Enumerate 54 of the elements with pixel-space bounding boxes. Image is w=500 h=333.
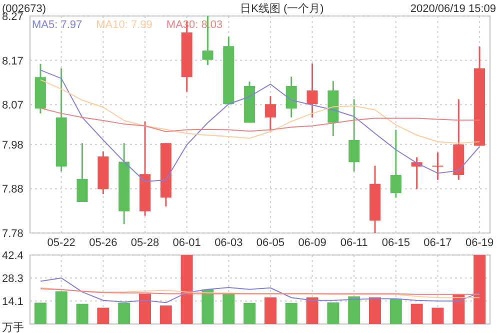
bar	[285, 303, 298, 324]
y-tick-label: 28.3	[2, 272, 24, 285]
bar	[369, 297, 381, 324]
bar	[452, 294, 465, 324]
x-tick-label: 05-22	[47, 237, 76, 249]
bar	[139, 294, 151, 324]
bar	[474, 255, 486, 324]
x-tick-label: 06-05	[256, 237, 285, 249]
bar	[410, 304, 423, 324]
bar	[327, 302, 340, 324]
y-tick-label: 7.98	[2, 139, 24, 152]
bar	[244, 303, 256, 324]
y-tick-label: 7.88	[2, 184, 24, 196]
line-series	[40, 277, 480, 304]
bar	[264, 297, 276, 324]
bar	[202, 289, 214, 324]
line-series	[40, 70, 480, 182]
chart-title: 日K线图 (一个月)	[240, 2, 324, 15]
x-tick-label: 06-11	[340, 237, 368, 249]
x-tick-label: 06-09	[298, 237, 326, 249]
bar	[55, 291, 68, 324]
bar	[222, 294, 235, 324]
candlestick	[264, 95, 276, 132]
x-tick-label: 06-15	[382, 237, 410, 249]
x-tick-label: 06-01	[172, 237, 201, 249]
y-tick-label: 42.4	[2, 250, 24, 262]
x-tick-label: 05-28	[130, 237, 160, 249]
y-tick-label: 7.78	[2, 228, 24, 240]
y-axis-title: 万手	[2, 321, 24, 333]
bar	[390, 298, 402, 324]
bar	[160, 305, 172, 324]
text: 2020/06/19 15:09	[410, 3, 496, 15]
text: MA10: 7.99	[96, 19, 152, 31]
x-tick-label: 05-26	[89, 237, 118, 249]
y-tick-label: 8.07	[2, 100, 24, 112]
bar	[432, 308, 444, 324]
y-tick-label: 14.1	[2, 296, 24, 308]
x-tick-label: 06-19	[465, 237, 494, 249]
bar	[306, 297, 318, 324]
text: MA5: 7.97	[32, 19, 82, 31]
y-tick-label: 8.17	[2, 55, 24, 68]
bar	[97, 308, 110, 324]
candlestick	[76, 142, 88, 203]
bar	[118, 302, 130, 324]
bar	[76, 304, 88, 324]
candlestick	[432, 152, 444, 181]
bar	[348, 296, 360, 324]
candlestick	[390, 129, 402, 198]
bar	[180, 255, 193, 324]
x-tick-label: 06-03	[214, 237, 243, 249]
candlestick	[286, 76, 297, 118]
bar	[34, 302, 46, 324]
x-tick-label: 06-17	[424, 237, 452, 249]
candlestick	[306, 62, 318, 118]
